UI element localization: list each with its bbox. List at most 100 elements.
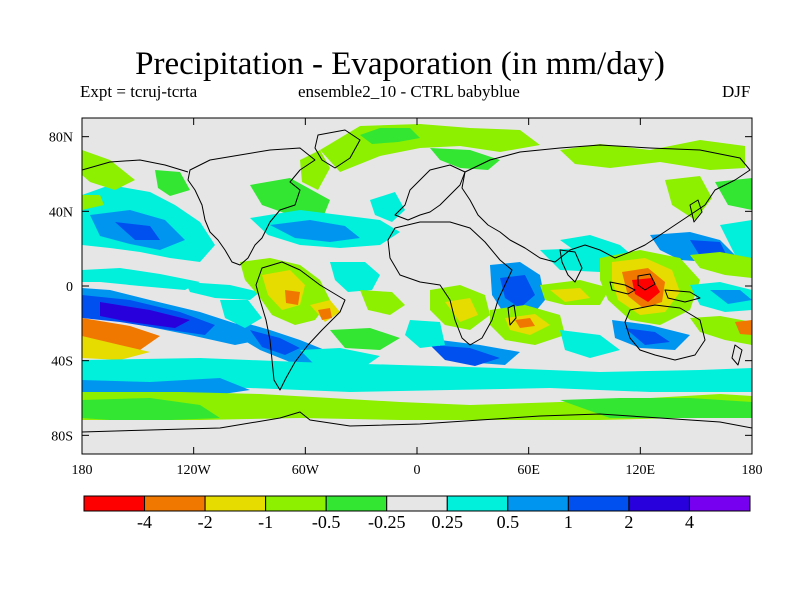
coastline-indonesia: [609, 281, 636, 295]
field-patch: [360, 290, 405, 315]
field-patch: [155, 170, 190, 196]
field-patch: [82, 358, 752, 392]
field-patch: [370, 192, 405, 222]
colorbar-label: -0.5: [312, 512, 341, 532]
field-patch: [82, 420, 752, 430]
colorbar-swatch: [688, 495, 751, 512]
colorbar-labels: -4 -2 -1 -0.5 -0.25 0.25 0.5 1 2 4: [137, 512, 694, 532]
field-patch: [430, 345, 500, 366]
x-tick-label: 180: [72, 463, 93, 478]
coastline-europe: [394, 164, 466, 221]
field-patch: [710, 290, 752, 304]
field-patch: [185, 282, 260, 300]
field-patch: [690, 240, 726, 256]
field-patch: [560, 330, 620, 358]
field-patch: [715, 178, 752, 210]
field-patch: [318, 308, 332, 320]
x-tick-label: 60E: [517, 463, 540, 478]
coastline-new-zealand: [731, 344, 743, 366]
x-axis-ticks: 180 120W 60W 0 60E 120E 180: [72, 118, 763, 478]
coastline-australia: [624, 304, 706, 361]
y-tick-label: 0: [66, 280, 73, 295]
field-patch: [220, 300, 262, 328]
ensemble-label: ensemble2_10 - CTRL babyblue: [298, 82, 520, 101]
precipitation-field: [82, 124, 752, 430]
colorbar-label: -2: [198, 512, 213, 532]
colorbar-label: 1: [564, 512, 573, 532]
field-patch: [500, 275, 535, 308]
coastline-new-guinea: [664, 289, 701, 303]
colorbar-swatch: [144, 495, 206, 512]
coastline-india: [559, 249, 583, 283]
experiment-label: Expt = tcruj-tcrta: [80, 82, 198, 101]
colorbar-label: 0.5: [497, 512, 520, 532]
season-label: DJF: [722, 82, 751, 101]
coastline-madagascar: [507, 304, 517, 326]
field-patch: [550, 288, 590, 302]
colorbar-label: -0.25: [368, 512, 406, 532]
field-patch: [82, 398, 220, 420]
field-patch: [285, 290, 300, 305]
y-axis-ticks: 80N 40N 0 40S 80S: [49, 131, 752, 444]
field-patch: [82, 195, 104, 210]
field-patch: [360, 128, 420, 144]
colorbar-label: 4: [685, 512, 694, 532]
field-patch: [632, 278, 660, 302]
field-patch: [330, 262, 380, 292]
coastline-borneo: [637, 273, 656, 291]
x-tick-label: 120W: [177, 463, 212, 478]
colorbar-swatch: [507, 495, 569, 512]
colorbar: [83, 495, 751, 512]
coastline-alaska: [82, 159, 189, 173]
y-tick-label: 80N: [49, 131, 73, 146]
field-patch: [250, 178, 330, 220]
colorbar-swatch: [386, 495, 448, 512]
field-patch: [720, 220, 752, 260]
field-patch: [270, 220, 360, 242]
field-patch: [115, 222, 160, 240]
colorbar-swatch: [446, 495, 509, 512]
field-patch: [560, 398, 752, 418]
field-patch: [560, 140, 745, 170]
field-patch: [625, 328, 670, 345]
field-patch: [735, 320, 752, 335]
field-patch: [82, 378, 250, 396]
field-patch: [100, 302, 190, 328]
coastline-japan: [689, 199, 703, 223]
colorbar-swatch: [567, 495, 630, 512]
coastline-north-america: [187, 147, 316, 266]
field-patch: [330, 328, 400, 350]
colorbar-swatch: [325, 495, 388, 512]
y-tick-label: 40S: [51, 355, 73, 370]
colorbar-swatch: [204, 495, 267, 512]
field-patch: [690, 252, 752, 278]
colorbar-label: -1: [258, 512, 273, 532]
coastline-south-america: [255, 261, 346, 391]
chart-title: Precipitation - Evaporation (in mm/day): [135, 46, 665, 82]
coastline-africa: [387, 221, 513, 346]
colorbar-label: -4: [137, 512, 152, 532]
coastline-antarctica: [82, 411, 752, 433]
field-patch: [665, 176, 712, 220]
field-patch: [445, 298, 478, 322]
field-patch: [82, 336, 150, 360]
field-patch: [250, 330, 300, 355]
y-tick-label: 80S: [51, 429, 73, 444]
colorbar-label: 0.25: [432, 512, 464, 532]
colorbar-swatch: [628, 495, 690, 512]
coastlines: [82, 129, 752, 433]
coastline-greenland: [314, 129, 361, 169]
colorbar-swatch: [265, 495, 327, 512]
field-patch: [82, 268, 200, 290]
colorbar-swatch: [83, 495, 146, 512]
x-tick-label: 0: [414, 463, 421, 478]
field-patch: [405, 320, 445, 348]
x-tick-label: 120E: [626, 463, 656, 478]
colorbar-label: 2: [624, 512, 633, 532]
field-patch: [430, 148, 500, 170]
x-tick-label: 60W: [292, 463, 320, 478]
field-patch: [82, 392, 752, 420]
x-tick-label: 180: [742, 463, 763, 478]
coastline-asia: [461, 144, 751, 263]
